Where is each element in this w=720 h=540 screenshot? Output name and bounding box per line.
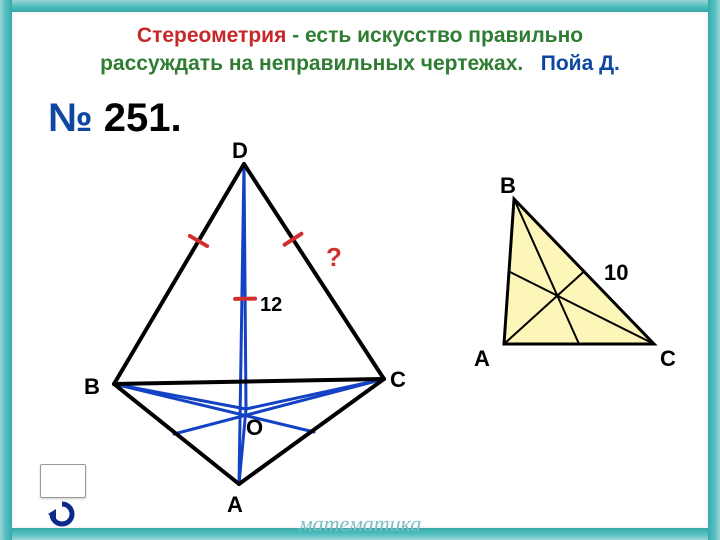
footer-text: математика (0, 511, 720, 537)
nav-back-box[interactable] (40, 464, 86, 498)
triangle-diagram (14, 14, 706, 526)
diagram-stage: DBCAO12?BAC10 (14, 14, 706, 526)
